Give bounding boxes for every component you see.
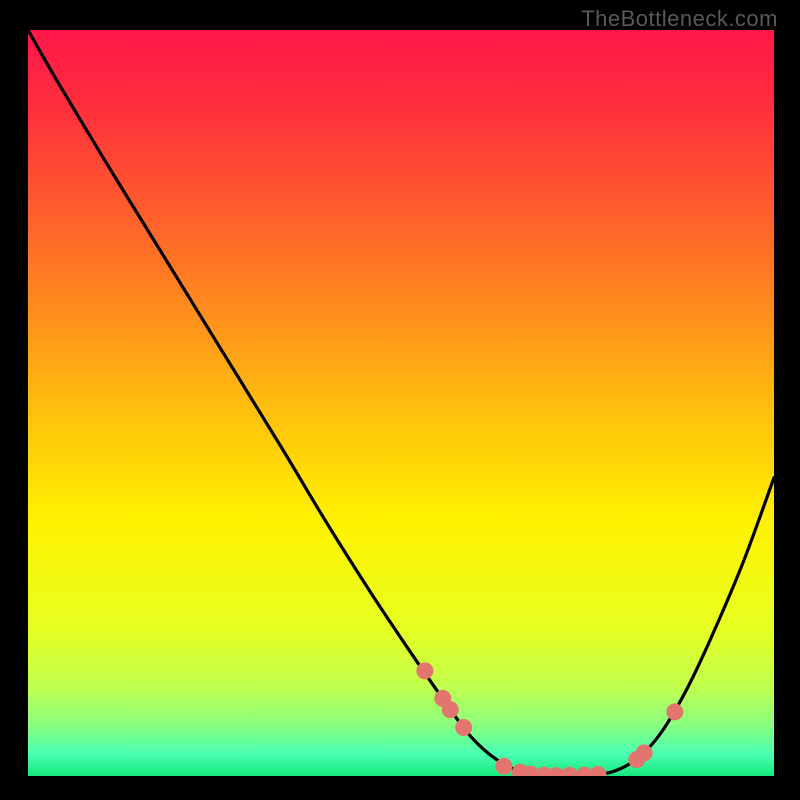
data-marker xyxy=(455,719,472,736)
data-marker xyxy=(636,744,653,761)
gradient-background xyxy=(28,30,774,776)
data-marker xyxy=(442,701,459,718)
data-marker xyxy=(495,758,512,775)
chart-svg xyxy=(28,30,774,776)
data-marker xyxy=(666,703,683,720)
data-marker xyxy=(416,662,433,679)
chart-plot-area xyxy=(28,30,774,776)
watermark-text: TheBottleneck.com xyxy=(581,6,778,32)
chart-container: TheBottleneck.com xyxy=(0,0,800,800)
